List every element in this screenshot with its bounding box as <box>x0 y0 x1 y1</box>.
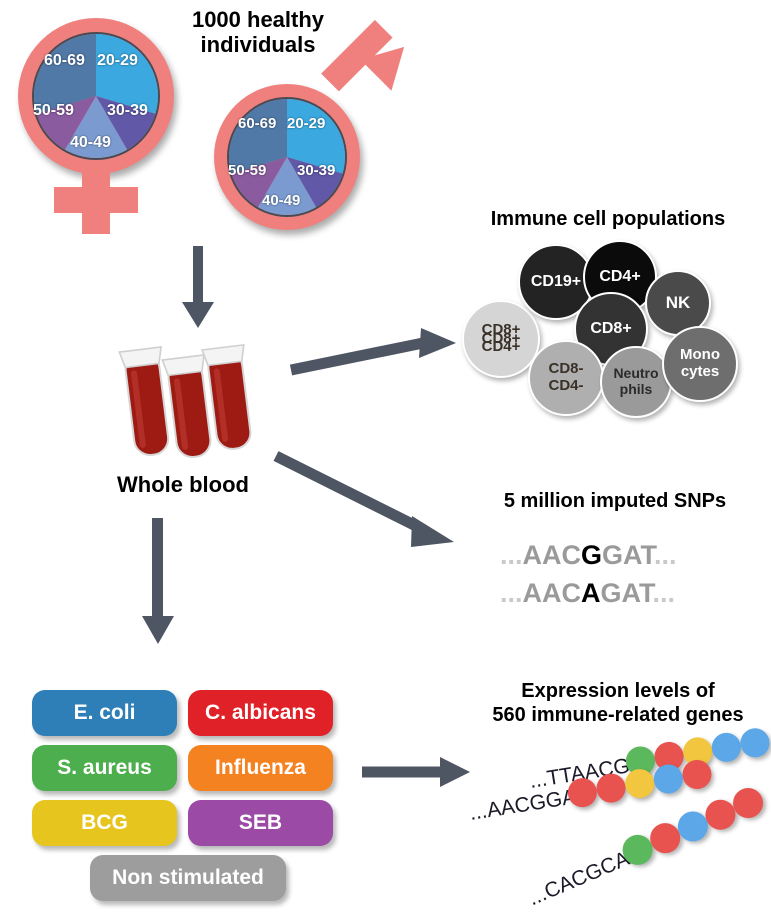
snp-suffix: ... <box>654 540 677 570</box>
stimulus-seb[interactable]: SEB <box>188 800 333 846</box>
male-symbol: 60-69 20-29 50-59 30-39 40-49 <box>200 19 435 240</box>
female-symbol: 60-69 20-29 50-59 30-39 40-49 <box>10 12 190 237</box>
cohort-title: 1000 healthy individuals <box>191 7 325 57</box>
male-pie-label-40-49: 40-49 <box>262 192 301 209</box>
immune-title: Immune cell populations <box>490 208 726 230</box>
stimulus-label: E. coli <box>73 701 136 724</box>
whole-blood-group <box>108 335 268 475</box>
cell-label-line2: phils <box>619 381 653 397</box>
cell-label-line1: Mono <box>680 346 720 364</box>
stimulus-label: C. albicans <box>205 701 316 724</box>
stimulus-label: Non stimulated <box>112 866 264 889</box>
expression-title-line1: Expression levels of <box>521 680 715 702</box>
female-pie-label-50-59: 50-59 <box>33 102 74 119</box>
snps-title: 5 million imputed SNPs <box>503 490 727 512</box>
arrow-cohort-to-blood <box>182 246 214 328</box>
snp-prefix: ... <box>500 578 523 608</box>
cell-label: CD4+ <box>599 267 641 285</box>
snp-tail: GAT <box>600 578 653 608</box>
stimulus-c-albicans[interactable]: C. albicans <box>188 690 333 736</box>
whole-blood-label: Whole blood <box>117 472 249 497</box>
cell-label: CD8+ <box>481 330 521 348</box>
cell-label-line1: CD8- <box>548 360 584 378</box>
snp-variant-allele: A <box>581 578 601 608</box>
stimulus-s-aureus[interactable]: S. aureus <box>32 745 177 791</box>
snp-lead: AAC <box>522 578 582 608</box>
cell-label-line1: CD8+ <box>481 321 521 339</box>
cell-label: NK <box>665 293 691 313</box>
snp-prefix: ... <box>500 540 523 570</box>
arrow-stimuli-to-expression <box>362 757 470 787</box>
cell-label-line1: Neutro <box>613 365 659 382</box>
cell-Monocytes: Mono cytes <box>662 326 738 402</box>
stimulus-label: Influenza <box>214 756 306 779</box>
snp-lead: AAC <box>522 540 582 570</box>
stimulus-label: S. aureus <box>57 756 152 779</box>
snp-suffix: ... <box>652 578 676 608</box>
immune-cell-cluster: CD8+ CD8+ CD4+ CD19+ CD4+ NK CD8+ CD8- C… <box>460 240 750 420</box>
snp-sequence-row-1: ...AACGGAT... <box>500 540 677 571</box>
arrow-blood-to-snps <box>273 451 454 547</box>
cell-CD8+CD4+-text: CD8+ CD4+ <box>462 300 540 378</box>
snp-tail: GAT <box>602 540 655 570</box>
arrow-blood-to-stimuli <box>142 518 174 644</box>
male-pie-label-50-59: 50-59 <box>228 162 267 179</box>
stimulus-e-coli[interactable]: E. coli <box>32 690 177 736</box>
female-pie-label-60-69: 60-69 <box>44 52 85 69</box>
snp-sequence-row-2: ...AACAGAT... <box>500 578 675 609</box>
stimulus-label: BCG <box>81 811 128 834</box>
snp-variant-allele: G <box>581 540 603 570</box>
cell-label-line2: cytes <box>680 363 720 380</box>
stimulus-non-stimulated[interactable]: Non stimulated <box>90 855 286 901</box>
male-pie-label-60-69: 60-69 <box>238 115 277 132</box>
stimulus-influenza[interactable]: Influenza <box>188 745 333 791</box>
expression-title-line2: 560 immune-related genes <box>492 704 744 726</box>
cell-label: CD8+ <box>590 319 632 337</box>
female-cross <box>54 187 138 213</box>
male-pie-label-30-39: 30-39 <box>297 162 336 179</box>
cell-CD8-CD4-: CD8- CD4- <box>528 340 604 416</box>
cell-Neutrophils: Neutro phils <box>600 346 672 418</box>
male-age-pie <box>227 97 347 217</box>
cell-label-line2: CD4- <box>548 377 584 394</box>
stimulus-label: SEB <box>238 811 283 834</box>
cell-label: CD19+ <box>530 272 582 290</box>
arrow-blood-to-immune <box>289 328 456 376</box>
cell-label-line2: CD4+ <box>481 338 521 355</box>
female-pie-label-30-39: 30-39 <box>107 102 148 119</box>
cell-CD8+CD4+: CD8+ <box>462 300 540 378</box>
female-age-pie <box>32 32 160 160</box>
female-pie-label-40-49: 40-49 <box>70 134 111 151</box>
male-pie-label-20-29: 20-29 <box>287 115 326 132</box>
stimulus-bcg[interactable]: BCG <box>32 800 177 846</box>
cell-NK: NK <box>645 270 711 336</box>
female-pie-label-20-29: 20-29 <box>97 52 138 69</box>
